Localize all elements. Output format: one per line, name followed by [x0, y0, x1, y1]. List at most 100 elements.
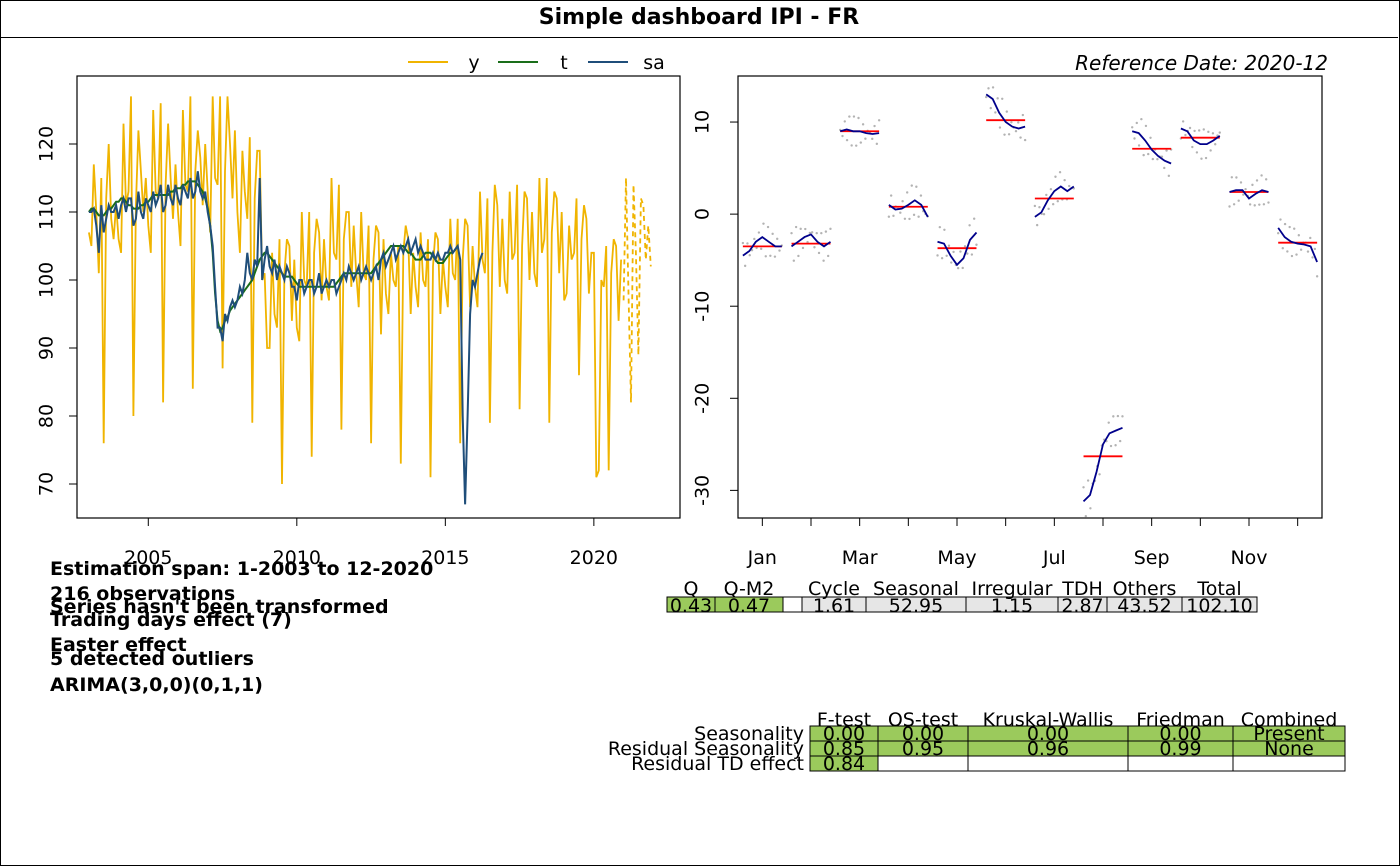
si-point: [1242, 193, 1245, 196]
si-point: [1045, 193, 1048, 197]
si-point: [877, 119, 881, 122]
test-cell: [1232, 755, 1346, 772]
month-seasonal-curve: [937, 231, 978, 267]
y-tick-label: -10: [692, 291, 714, 322]
si-point: [950, 261, 953, 264]
si-point: [875, 142, 879, 146]
si-point: [1003, 133, 1006, 136]
si-point: [1214, 143, 1217, 146]
si-point: [1156, 157, 1159, 161]
si-point: [1184, 133, 1187, 137]
si-point: [1035, 223, 1039, 227]
si-point: [1277, 231, 1280, 235]
si-point: [919, 194, 923, 197]
si-point: [1005, 110, 1009, 113]
month-label: Mar: [842, 547, 878, 569]
si-point: [815, 231, 818, 235]
si-point: [824, 230, 828, 233]
si-point: [771, 232, 774, 236]
si-point: [845, 138, 849, 142]
dashboard-title: Simple dashboard IPI - FR: [0, 0, 1398, 38]
si-point: [905, 191, 909, 194]
month-label: Jan: [747, 547, 777, 569]
test-value: 0.00: [823, 723, 865, 745]
si-point: [1010, 121, 1013, 124]
variance-header: Q: [684, 578, 699, 600]
si-point: [773, 255, 777, 258]
si-point: [1237, 199, 1240, 202]
si-point: [1181, 120, 1185, 123]
si-point: [901, 200, 904, 203]
test-cell: [1127, 755, 1234, 772]
si-point: [938, 225, 942, 229]
si-point: [859, 141, 863, 144]
month-label: Jul: [1042, 547, 1066, 569]
si-point: [968, 224, 971, 227]
si-point: [1258, 203, 1261, 206]
month-label: May: [937, 547, 976, 569]
legend-label-t: t: [560, 52, 567, 74]
si-point: [1211, 132, 1215, 135]
si-point: [912, 213, 916, 217]
si-point: [1279, 218, 1282, 221]
seasonality-tests-table: F-test QS-test Kruskal-Wallis Friedman Combi…: [608, 709, 1346, 775]
si-point: [762, 222, 765, 225]
si-point: [829, 227, 832, 231]
estimation-span: Estimation span: 1-2003 to 12-2020: [50, 558, 434, 580]
si-point: [1260, 174, 1263, 177]
si-point: [1054, 175, 1057, 178]
si-point: [1200, 157, 1203, 160]
variance-header: Total: [1196, 578, 1241, 600]
si-point: [1202, 128, 1205, 131]
si-point: [1218, 131, 1221, 134]
si-point: [1239, 181, 1243, 184]
si-point: [963, 245, 967, 248]
si-point: [1147, 152, 1150, 156]
series-y--forecast-: [622, 177, 652, 403]
arima-model: ARIMA(3,0,0)(0,1,1): [50, 674, 263, 696]
variance-cell: [1181, 596, 1258, 613]
test-value: 0.00: [902, 723, 944, 745]
month-seasonal-curve: [1277, 227, 1318, 263]
si-point: [1082, 486, 1085, 489]
si-point: [1023, 138, 1027, 142]
month-label: Sep: [1134, 547, 1170, 569]
legend-label-y: y: [468, 52, 479, 74]
month-seasonal-curve: [839, 128, 880, 135]
si-point: [1135, 121, 1138, 125]
si-point: [741, 241, 745, 245]
si-point: [887, 215, 891, 218]
si-point: [1288, 225, 1291, 229]
si-point: [940, 257, 944, 260]
si-point: [1228, 205, 1231, 208]
si-point: [1149, 136, 1152, 140]
y-tick-label: -30: [692, 475, 714, 506]
si-point: [952, 250, 955, 254]
si-point: [1253, 204, 1256, 207]
si-point: [813, 246, 816, 249]
si-point: [908, 217, 911, 221]
test-value: None: [1264, 738, 1314, 760]
si-point: [1235, 176, 1238, 179]
si-point: [1262, 203, 1266, 206]
si-point: [947, 244, 951, 247]
test-row-label: Residual TD effect: [631, 753, 804, 775]
si-point: [1167, 174, 1171, 178]
si-point: [820, 231, 823, 235]
plot-area-left: [76, 75, 681, 519]
si-point: [748, 254, 751, 257]
si-point: [903, 217, 907, 221]
si-point: [1188, 126, 1192, 130]
seasonal-irregular-chart: Reference Date: 2020-12 Jan Mar May Jul Sep N…: [692, 51, 1329, 569]
variance-header: Irregular: [971, 578, 1052, 600]
variance-value: 1.61: [813, 595, 855, 617]
x-tick-label: 2020: [570, 547, 618, 569]
si-point: [852, 115, 856, 118]
month-seasonal-curve: [1131, 130, 1172, 165]
x-tick-label: 2015: [421, 547, 469, 569]
si-point: [778, 249, 781, 252]
si-point: [1315, 275, 1319, 278]
transform-note: Series hasn't been transformed: [50, 596, 389, 618]
si-point: [1068, 184, 1071, 188]
